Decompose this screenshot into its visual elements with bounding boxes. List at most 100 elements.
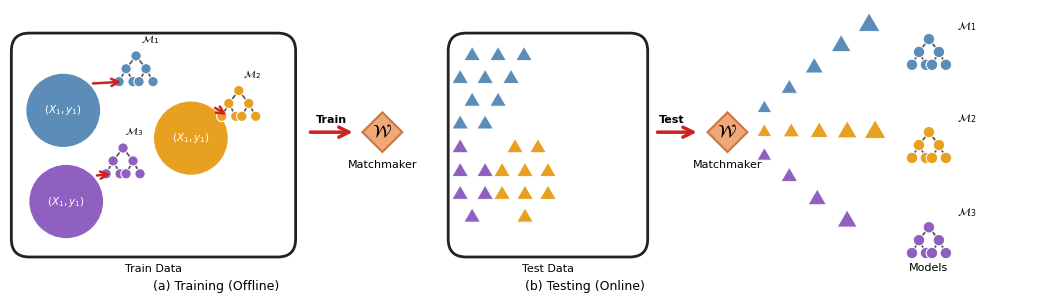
Circle shape <box>153 100 229 176</box>
Polygon shape <box>516 46 532 61</box>
Text: $\mathcal{W}$: $\mathcal{W}$ <box>372 123 392 141</box>
Circle shape <box>101 169 111 179</box>
Polygon shape <box>464 46 480 61</box>
Polygon shape <box>452 185 469 199</box>
Polygon shape <box>530 139 546 153</box>
Polygon shape <box>707 112 747 152</box>
Text: $\mathcal{M}_3$: $\mathcal{M}_3$ <box>125 125 143 138</box>
Circle shape <box>216 111 227 122</box>
Polygon shape <box>806 57 824 73</box>
Polygon shape <box>464 92 480 106</box>
Circle shape <box>128 156 138 166</box>
Polygon shape <box>757 100 772 112</box>
Text: Test: Test <box>659 115 685 125</box>
Text: (b) Testing (Online): (b) Testing (Online) <box>525 280 644 293</box>
FancyBboxPatch shape <box>448 33 648 257</box>
Circle shape <box>231 111 241 122</box>
Circle shape <box>108 156 119 166</box>
Text: $(X_1, y_1)$: $(X_1, y_1)$ <box>172 131 210 145</box>
Polygon shape <box>517 208 533 222</box>
Text: $(X_1, y_1)$: $(X_1, y_1)$ <box>45 103 82 117</box>
Text: $\mathcal{M}_2$: $\mathcal{M}_2$ <box>243 68 261 81</box>
Polygon shape <box>837 121 858 138</box>
Circle shape <box>134 76 144 87</box>
Circle shape <box>923 126 935 138</box>
Polygon shape <box>837 210 858 227</box>
Circle shape <box>914 46 924 58</box>
Text: Train: Train <box>316 115 347 125</box>
Polygon shape <box>452 115 469 129</box>
Text: $\mathcal{W}$: $\mathcal{W}$ <box>718 123 738 141</box>
Circle shape <box>923 221 935 233</box>
Text: $\mathcal{M}_3$: $\mathcal{M}_3$ <box>957 206 976 219</box>
Polygon shape <box>757 124 772 136</box>
Polygon shape <box>781 167 797 182</box>
Polygon shape <box>477 69 493 83</box>
Circle shape <box>914 139 924 151</box>
Polygon shape <box>494 185 510 199</box>
Polygon shape <box>477 115 493 129</box>
Text: Train Data: Train Data <box>125 264 182 274</box>
Polygon shape <box>477 185 493 199</box>
Polygon shape <box>859 13 880 32</box>
Text: Models: Models <box>909 263 949 273</box>
Circle shape <box>130 51 141 61</box>
Text: Matchmaker: Matchmaker <box>693 160 762 170</box>
Polygon shape <box>781 79 797 93</box>
Polygon shape <box>490 92 507 106</box>
Polygon shape <box>517 185 533 199</box>
Circle shape <box>135 169 145 179</box>
Polygon shape <box>464 208 480 222</box>
Circle shape <box>121 64 131 74</box>
Circle shape <box>236 111 247 122</box>
Circle shape <box>940 152 952 164</box>
Circle shape <box>940 247 952 259</box>
Circle shape <box>940 59 952 70</box>
Polygon shape <box>864 120 886 138</box>
Circle shape <box>128 76 138 87</box>
Text: $\mathcal{M}_2$: $\mathcal{M}_2$ <box>957 112 976 125</box>
Circle shape <box>933 234 944 246</box>
Polygon shape <box>452 139 469 153</box>
Polygon shape <box>363 112 403 152</box>
Polygon shape <box>540 185 556 199</box>
Text: Matchmaker: Matchmaker <box>348 160 418 170</box>
Circle shape <box>244 98 254 109</box>
Circle shape <box>920 247 932 259</box>
FancyBboxPatch shape <box>12 33 296 257</box>
Polygon shape <box>494 162 510 176</box>
Circle shape <box>224 98 234 109</box>
Polygon shape <box>502 69 519 83</box>
Circle shape <box>920 59 932 70</box>
Polygon shape <box>540 162 556 176</box>
Circle shape <box>250 111 261 122</box>
Text: $(X_1, y_1)$: $(X_1, y_1)$ <box>48 194 85 208</box>
Polygon shape <box>490 46 507 61</box>
Text: Test Data: Test Data <box>522 264 573 274</box>
Circle shape <box>29 164 104 239</box>
Circle shape <box>141 64 152 74</box>
Circle shape <box>114 169 125 179</box>
Polygon shape <box>452 69 469 83</box>
Polygon shape <box>757 148 772 160</box>
Circle shape <box>906 152 918 164</box>
Circle shape <box>926 152 938 164</box>
Text: $\mathcal{M}_1$: $\mathcal{M}_1$ <box>141 33 159 46</box>
Polygon shape <box>808 189 827 205</box>
Polygon shape <box>452 162 469 176</box>
Circle shape <box>121 169 131 179</box>
Circle shape <box>906 59 918 70</box>
Circle shape <box>926 247 938 259</box>
Polygon shape <box>810 122 828 137</box>
Circle shape <box>926 59 938 70</box>
Circle shape <box>923 33 935 45</box>
Circle shape <box>914 234 924 246</box>
Circle shape <box>920 152 932 164</box>
Text: (a) Training (Offline): (a) Training (Offline) <box>153 280 279 293</box>
Circle shape <box>118 143 128 153</box>
Text: $\mathcal{M}_1$: $\mathcal{M}_1$ <box>957 20 976 33</box>
Circle shape <box>906 247 918 259</box>
Circle shape <box>933 139 944 151</box>
Circle shape <box>25 73 101 148</box>
Circle shape <box>147 76 158 87</box>
